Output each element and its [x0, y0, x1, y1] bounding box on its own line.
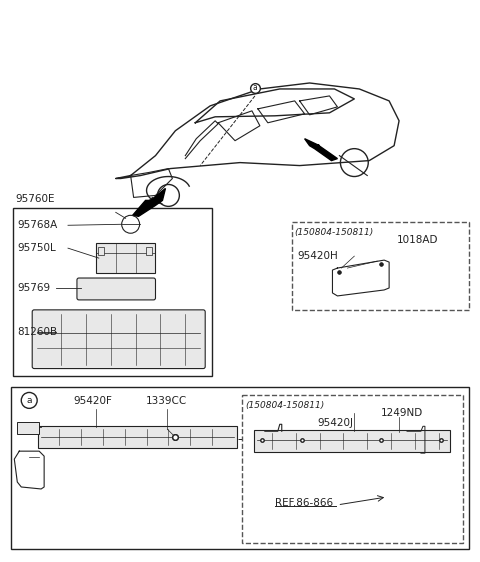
FancyBboxPatch shape [292, 223, 468, 310]
Text: 95769: 95769 [17, 283, 50, 293]
Text: 95420F: 95420F [73, 396, 112, 406]
FancyBboxPatch shape [13, 209, 212, 375]
FancyBboxPatch shape [254, 430, 450, 452]
Text: 95760E: 95760E [15, 194, 55, 205]
FancyBboxPatch shape [77, 278, 156, 300]
Text: 95750L: 95750L [17, 243, 56, 253]
Text: a: a [26, 396, 32, 405]
FancyBboxPatch shape [38, 427, 237, 448]
Text: (150804-150811): (150804-150811) [295, 228, 374, 237]
Text: 1339CC: 1339CC [145, 396, 187, 406]
FancyBboxPatch shape [242, 396, 463, 543]
Text: (150804-150811): (150804-150811) [245, 401, 324, 410]
Text: 95768A: 95768A [17, 220, 58, 230]
Bar [98, 247, 104, 255]
Text: 1249ND: 1249ND [381, 409, 423, 418]
FancyBboxPatch shape [12, 387, 468, 549]
Bar [17, 422, 39, 434]
Polygon shape [305, 139, 337, 161]
Bar [145, 247, 152, 255]
Polygon shape [132, 188, 166, 216]
Text: 1018AD: 1018AD [397, 235, 439, 245]
Text: 95420J: 95420J [318, 418, 354, 428]
FancyBboxPatch shape [32, 310, 205, 369]
Text: REF.86-866: REF.86-866 [275, 498, 333, 508]
Text: a: a [252, 84, 257, 93]
Text: 81260B: 81260B [17, 327, 58, 337]
Text: 95420H: 95420H [298, 251, 338, 261]
Bar [96, 243, 156, 273]
